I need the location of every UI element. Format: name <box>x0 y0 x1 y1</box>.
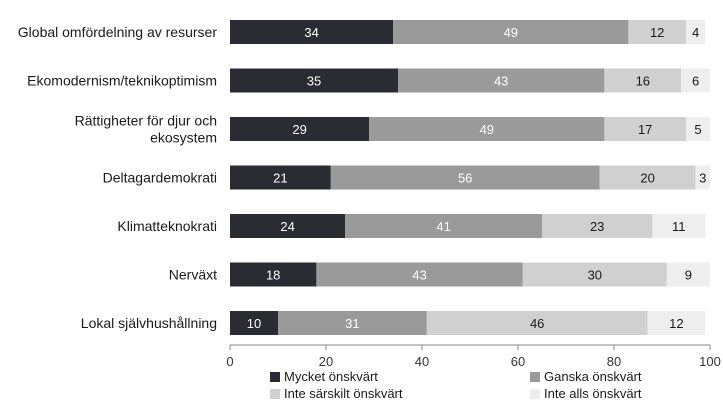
bar-segment <box>647 311 706 335</box>
bar-segment <box>542 214 653 238</box>
legend-swatch <box>270 389 280 399</box>
data-label: 24 <box>280 219 294 234</box>
data-label: 5 <box>694 122 701 137</box>
bar-segment <box>230 214 346 238</box>
category-label: ekosystem <box>150 130 217 146</box>
data-label: 30 <box>588 268 602 283</box>
data-label: 16 <box>636 74 650 89</box>
data-label: 6 <box>692 74 699 89</box>
data-label: 31 <box>345 316 359 331</box>
bar-segment <box>666 262 710 287</box>
bar-segment <box>278 311 427 335</box>
data-label: 56 <box>458 171 472 186</box>
legend-label: Inte särskilt önskvärt <box>284 386 403 401</box>
data-label: 11 <box>672 219 686 234</box>
category-label: Ekomodernism/teknikoptimism <box>27 73 217 89</box>
bar-segment <box>345 214 542 238</box>
data-label: 29 <box>292 122 306 137</box>
bar-segment <box>695 165 710 190</box>
data-label: 49 <box>480 122 494 137</box>
data-label: 23 <box>590 219 604 234</box>
bar-segment <box>393 20 629 44</box>
category-label: Rättigheter för djur och <box>75 113 217 129</box>
data-label: 34 <box>304 25 318 40</box>
data-label: 43 <box>412 268 426 283</box>
data-label: 17 <box>638 122 652 137</box>
bar-segment <box>652 214 706 238</box>
legend-swatch <box>530 372 540 382</box>
bar-segment <box>330 165 600 190</box>
bar-segment <box>230 68 398 93</box>
x-tick-label: 20 <box>319 354 333 369</box>
data-label: 49 <box>504 25 518 40</box>
category-label: Lokal självhushållning <box>81 315 217 331</box>
data-label: 43 <box>494 74 508 89</box>
x-tick-label: 60 <box>511 354 525 369</box>
legend-label: Ganska önskvärt <box>544 369 642 384</box>
data-label: 35 <box>307 74 321 89</box>
legend-swatch <box>530 389 540 399</box>
data-label: 46 <box>530 316 544 331</box>
bar-segment <box>681 68 710 93</box>
x-tick-label: 100 <box>699 354 721 369</box>
x-tick-label: 0 <box>226 354 233 369</box>
bar-segment <box>599 165 696 190</box>
data-label: 18 <box>266 268 280 283</box>
bar-segment <box>628 20 686 44</box>
bar-segment <box>230 311 278 335</box>
x-tick-label: 40 <box>415 354 429 369</box>
x-axis: 0 20 40 60 80 100 <box>226 344 721 369</box>
legend-swatch <box>270 372 280 382</box>
category-label: Global omfördelning av resurser <box>18 24 218 40</box>
data-label: 10 <box>247 316 261 331</box>
legend-label: Inte alls önskvärt <box>544 386 642 401</box>
data-label: 12 <box>650 25 664 40</box>
category-labels: Global omfördelning av resurser Ekomodern… <box>18 24 218 331</box>
bar-segment <box>604 68 682 93</box>
data-label: 21 <box>273 171 287 186</box>
bar-segment <box>230 117 370 141</box>
bar-segment <box>426 311 648 335</box>
category-label: Nerväxt <box>169 267 217 283</box>
bar-segment <box>686 20 706 44</box>
bar-segment <box>398 68 605 93</box>
category-label: Deltagardemokrati <box>103 170 217 186</box>
data-label: 9 <box>685 268 692 283</box>
data-label: 3 <box>699 171 706 186</box>
data-label: 12 <box>669 316 683 331</box>
bar-segment <box>369 117 605 141</box>
bar-segment <box>604 117 686 141</box>
bar-segment <box>230 262 317 287</box>
bar-segment <box>230 165 331 190</box>
legend: Mycket önskvärt Ganska önskvärt Inte särsk… <box>270 369 642 401</box>
bars-group: 34 49 12 4 35 43 16 6 29 49 17 5 21 56 20 3 24 41 23 11 18 43… <box>230 20 710 335</box>
category-label: Klimatteknokrati <box>117 218 217 234</box>
data-label: 41 <box>436 219 450 234</box>
legend-label: Mycket önskvärt <box>284 369 378 384</box>
data-label: 20 <box>640 171 654 186</box>
bar-segment <box>230 20 394 44</box>
bar-segment <box>316 262 523 287</box>
bar-segment <box>522 262 667 287</box>
x-tick-label: 80 <box>607 354 621 369</box>
data-label: 4 <box>692 25 699 40</box>
bar-segment <box>686 117 710 141</box>
